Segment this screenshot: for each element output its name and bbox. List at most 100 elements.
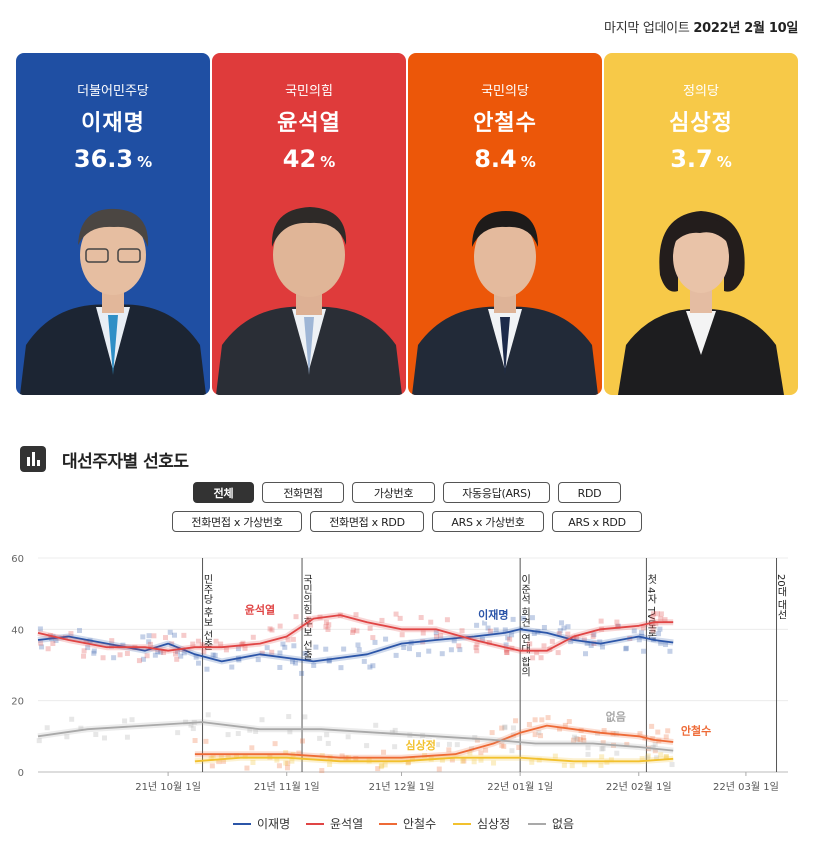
y-tick-label: 40 <box>11 625 24 636</box>
poll-point <box>552 753 558 759</box>
poll-point <box>486 640 492 646</box>
poll-point <box>604 759 610 765</box>
poll-point <box>293 614 299 620</box>
poll-point <box>169 641 175 647</box>
poll-point <box>667 648 673 654</box>
poll-point <box>325 626 331 632</box>
poll-point <box>439 757 445 763</box>
poll-point <box>181 650 187 656</box>
poll-point <box>83 639 89 645</box>
filter-phone-button[interactable]: 전화면접 <box>262 482 344 503</box>
poll-point <box>285 760 291 766</box>
poll-point <box>457 647 463 653</box>
legend-item[interactable]: 심상정 <box>453 815 510 832</box>
candidate-party: 국민의당 <box>481 84 529 99</box>
poll-point <box>203 738 209 744</box>
poll-point <box>378 764 384 770</box>
poll-point <box>81 648 87 654</box>
filter-all-button[interactable]: 전체 <box>193 482 254 503</box>
candidate-name: 윤석열 <box>277 111 341 136</box>
poll-point <box>536 730 542 736</box>
poll-point <box>555 650 561 656</box>
series-line <box>37 628 674 663</box>
poll-point <box>199 642 205 648</box>
poll-point <box>510 616 516 622</box>
poll-point <box>372 639 378 645</box>
filter-virtual-number-button[interactable]: 가상번호 <box>352 482 435 503</box>
poll-point <box>623 645 629 651</box>
poll-point <box>597 639 603 645</box>
poll-point <box>658 611 664 617</box>
poll-point <box>483 747 489 753</box>
poll-point <box>502 724 508 730</box>
poll-point <box>50 640 56 646</box>
poll-point <box>350 627 356 633</box>
poll-point <box>663 734 669 740</box>
poll-point <box>428 619 434 625</box>
candidate-card-ahn[interactable]: 국민의당 안철수 8.4% <box>408 53 602 395</box>
poll-point <box>561 762 567 768</box>
poll-point <box>392 727 398 733</box>
poll-point <box>140 634 146 640</box>
poll-point <box>493 627 499 633</box>
poll-point <box>581 637 587 643</box>
poll-point <box>280 641 286 647</box>
poll-point <box>302 651 308 657</box>
poll-point <box>124 734 130 740</box>
poll-point <box>598 618 604 624</box>
poll-point <box>289 659 295 665</box>
legend-item[interactable]: 없음 <box>528 815 574 832</box>
poll-point <box>663 754 669 760</box>
event-label: 이준석 회견, 연대 합의 <box>519 574 531 678</box>
filter-phone-rdd-button[interactable]: 전화면접 x RDD <box>310 511 424 532</box>
poll-point <box>580 735 586 741</box>
poll-point <box>323 619 329 625</box>
poll-point <box>503 642 509 648</box>
poll-point <box>91 650 97 656</box>
poll-point <box>302 714 308 720</box>
poll-point <box>146 633 152 639</box>
poll-point <box>658 752 664 758</box>
poll-point <box>175 730 181 736</box>
x-tick-label: 22년 03월 1일 <box>713 781 779 793</box>
poll-point <box>598 762 604 768</box>
poll-point <box>665 728 671 734</box>
poll-point <box>565 624 571 630</box>
event-label: 민주당 후보 선출 <box>201 574 213 651</box>
candidate-card-yoon[interactable]: 국민의힘 윤석열 42% <box>212 53 406 395</box>
poll-point <box>81 653 87 659</box>
poll-point <box>499 742 505 748</box>
legend-item[interactable]: 안철수 <box>379 815 436 832</box>
poll-point <box>146 639 152 645</box>
poll-point <box>283 750 289 756</box>
candidate-card-sim[interactable]: 정의당 심상정 3.7% <box>604 53 798 395</box>
poll-point <box>584 640 590 646</box>
poll-point <box>229 664 235 670</box>
poll-point <box>566 719 572 725</box>
poll-point <box>446 741 452 747</box>
filter-rdd-button[interactable]: RDD <box>558 482 621 503</box>
poll-point <box>653 621 659 627</box>
filter-ars-button[interactable]: 자동응답(ARS) <box>443 482 550 503</box>
poll-point <box>240 640 246 646</box>
candidate-percent: 42% <box>282 145 336 173</box>
poll-point <box>69 716 75 722</box>
poll-point <box>650 627 656 633</box>
poll-point <box>244 765 250 771</box>
poll-point <box>324 732 330 738</box>
poll-point <box>282 644 288 650</box>
filter-ars-rdd-button[interactable]: ARS x RDD <box>552 511 642 532</box>
poll-point <box>111 655 117 661</box>
filter-phone-virtual-button[interactable]: 전화면접 x 가상번호 <box>172 511 302 532</box>
poll-point <box>299 738 305 744</box>
poll-point <box>446 747 452 753</box>
legend-item[interactable]: 윤석열 <box>306 815 363 832</box>
poll-point <box>216 759 222 765</box>
poll-point <box>339 753 345 759</box>
candidate-card-lee[interactable]: 더불어민주당 이재명 36.3% <box>16 53 210 395</box>
poll-point <box>503 647 509 653</box>
poll-point <box>601 728 607 734</box>
filter-ars-virtual-button[interactable]: ARS x 가상번호 <box>432 511 544 532</box>
poll-point <box>409 756 415 762</box>
legend-item[interactable]: 이재명 <box>233 815 290 832</box>
